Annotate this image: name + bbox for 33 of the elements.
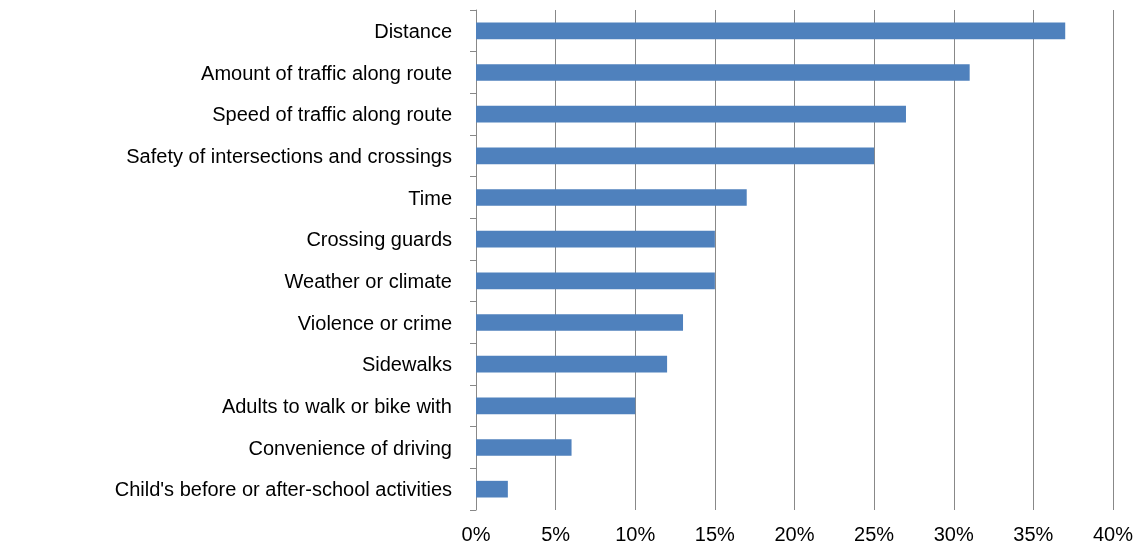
bar bbox=[476, 189, 747, 206]
x-tick-label: 35% bbox=[1013, 523, 1054, 545]
x-tick-label: 15% bbox=[694, 523, 736, 545]
bar bbox=[476, 64, 970, 81]
x-tick-label: 20% bbox=[774, 523, 815, 545]
y-tick-label: Time bbox=[408, 186, 452, 209]
x-tick-label: 5% bbox=[541, 523, 571, 545]
y-tick-label: Distance bbox=[374, 19, 452, 42]
y-tick-label: Child's before or after-school activities bbox=[114, 478, 452, 501]
bar bbox=[476, 272, 715, 290]
y-tick-label: Weather or climate bbox=[284, 269, 452, 292]
x-tick-label: 30% bbox=[933, 523, 974, 545]
bar bbox=[476, 480, 508, 498]
y-tick-label: Sidewalks bbox=[361, 353, 452, 376]
x-tick-label: 10% bbox=[615, 523, 656, 545]
bar bbox=[476, 22, 1066, 40]
bar bbox=[476, 314, 684, 331]
bar bbox=[476, 355, 668, 373]
y-tick-label: Amount of traffic along route bbox=[201, 61, 452, 84]
bar bbox=[476, 397, 636, 415]
x-tick-label: 40% bbox=[1092, 523, 1134, 545]
bar bbox=[476, 230, 715, 248]
y-tick-label: Violence or crime bbox=[297, 311, 452, 334]
y-tick-label: Safety of intersections and crossings bbox=[126, 144, 452, 167]
y-tick-label: Convenience of driving bbox=[248, 436, 452, 459]
x-tick-label: 0% bbox=[461, 523, 491, 545]
y-tick-label: Crossing guards bbox=[306, 228, 452, 251]
bar bbox=[476, 105, 906, 123]
x-tick-label: 25% bbox=[854, 523, 895, 545]
y-tick-label: Speed of traffic along route bbox=[212, 103, 452, 126]
bar bbox=[476, 439, 572, 456]
bar bbox=[476, 147, 875, 165]
y-tick-label: Adults to walk or bike with bbox=[221, 394, 452, 417]
